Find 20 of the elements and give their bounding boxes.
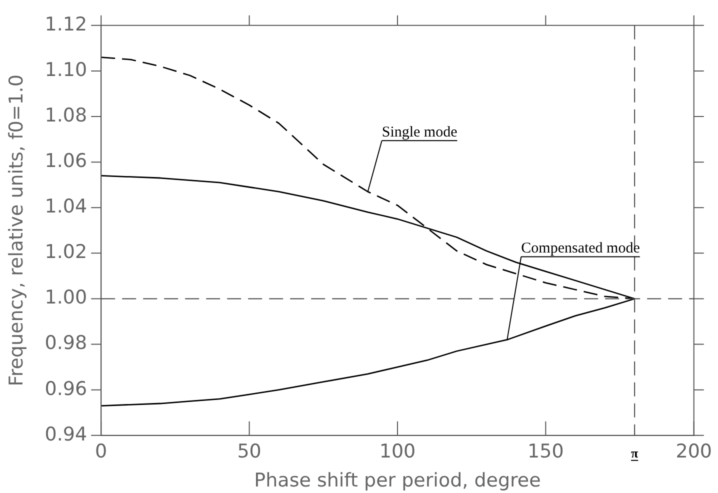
y-tick-label: 1.02 xyxy=(44,241,88,264)
y-tick-label: 0.98 xyxy=(44,332,88,354)
x-axis-title: Phase shift per period, degree xyxy=(254,470,541,492)
x-tick-label: 50 xyxy=(237,440,262,463)
x-tick-label: 100 xyxy=(379,440,416,463)
annotation: Compensated mode xyxy=(521,240,640,257)
y-tick-label: 0.96 xyxy=(44,378,88,400)
annotation: Single mode xyxy=(382,124,458,141)
x-tick-label: 150 xyxy=(528,440,564,463)
y-tick-label: 1.06 xyxy=(44,150,88,172)
annotation: π xyxy=(631,445,638,460)
y-axis-title: Frequency, relative units, f0=1.0 xyxy=(5,74,28,386)
y-tick-label: 1.00 xyxy=(44,286,88,309)
y-tick-label: 0.94 xyxy=(44,423,88,446)
x-tick-label: 200 xyxy=(676,440,712,463)
x-tick-label: 0 xyxy=(95,440,108,463)
y-tick-label: 1.10 xyxy=(44,58,88,81)
y-tick-label: 1.04 xyxy=(44,196,88,218)
y-tick-label: 1.12 xyxy=(44,13,88,36)
y-tick-label: 1.08 xyxy=(44,104,88,126)
